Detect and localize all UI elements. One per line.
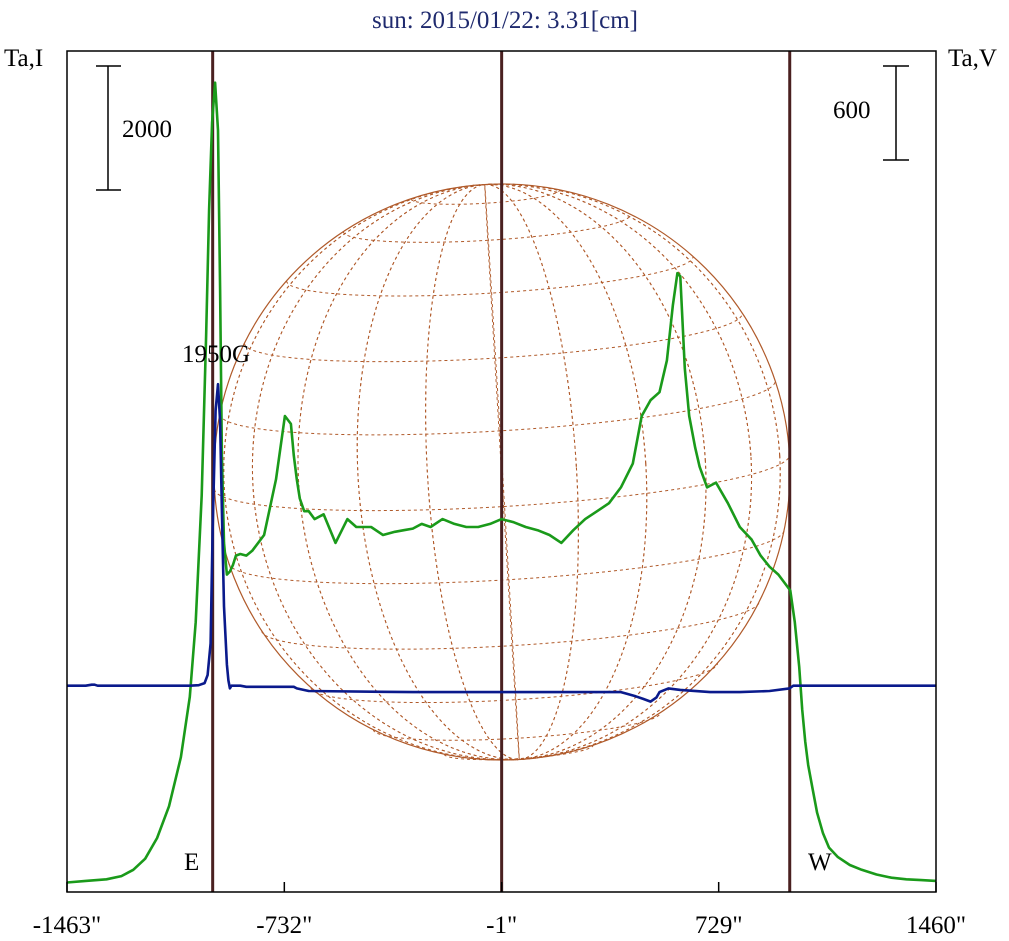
latitude-line <box>342 214 632 243</box>
x-tick-label: 729" <box>695 912 743 939</box>
x-tick-label: 1460" <box>906 912 966 939</box>
x-tick-label: -732" <box>256 912 312 939</box>
scale-bar-right <box>883 65 909 161</box>
east-label: E <box>184 849 199 876</box>
right-axis-label: Ta,V <box>948 45 997 72</box>
x-axis-ticks: -1463" -732" -1" 729" 1460" <box>33 882 966 939</box>
chart-title: sun: 2015/01/22: 3.31[cm] <box>372 7 638 34</box>
series-polarization-line <box>67 382 936 703</box>
west-label: W <box>808 849 832 876</box>
scale-bar-left <box>96 65 121 191</box>
x-tick-label: -1463" <box>33 912 102 939</box>
scale-bar-left-label: 2000 <box>122 116 172 143</box>
latitude-line <box>372 712 662 741</box>
scale-bar-right-label: 600 <box>833 97 871 124</box>
series-intensity-line <box>66 81 937 884</box>
limb-lines <box>211 51 792 892</box>
x-tick-label: -1" <box>486 912 517 939</box>
field-strength-annotation: 1950G <box>182 341 250 368</box>
left-axis-label: Ta,I <box>4 45 43 72</box>
longitude-line <box>425 183 579 761</box>
